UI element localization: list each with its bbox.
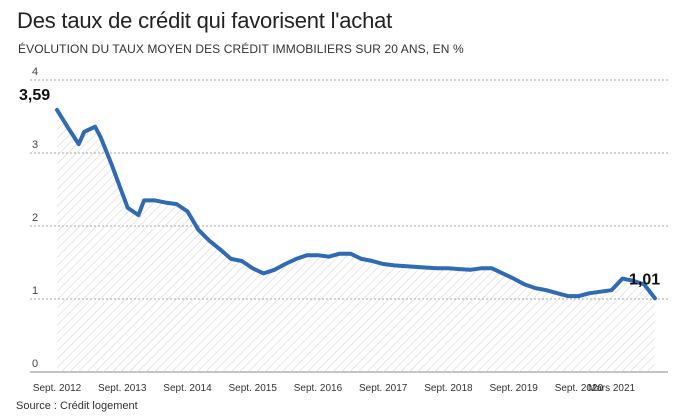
x-tick-label: Sept. 2018 (424, 383, 473, 394)
x-tick-label: Sept. 2012 (33, 383, 82, 394)
y-tick-label: 1 (32, 285, 38, 297)
x-tick-label: Sept. 2013 (98, 383, 147, 394)
y-tick-label: 0 (32, 358, 38, 370)
x-tick-label: Sept. 2019 (489, 383, 538, 394)
x-tick-label: Sept. 2014 (163, 383, 212, 394)
x-tick-label: Sept. 2016 (294, 383, 343, 394)
x-tick-label: Mars 2021 (588, 383, 636, 394)
chart-source: Source : Crédit logement (16, 400, 138, 412)
data-annotation: 1,01 (629, 271, 660, 288)
series-line (55, 107, 657, 301)
x-tick-label: Sept. 2017 (359, 383, 408, 394)
y-tick-label: 2 (32, 212, 38, 224)
x-tick-label: Sept. 2015 (229, 383, 278, 394)
series-area (57, 109, 655, 373)
x-tick-label: Sept. 2020 (555, 383, 604, 394)
chart-title: Des taux de crédit qui favorisent l'acha… (17, 8, 393, 33)
chart-subtitle: ÉVOLUTION DU TAUX MOYEN DES CRÉDIT IMMOB… (18, 42, 464, 56)
data-annotation: 3,59 (19, 87, 50, 104)
y-tick-label: 3 (32, 139, 38, 151)
y-tick-label: 4 (32, 66, 38, 78)
